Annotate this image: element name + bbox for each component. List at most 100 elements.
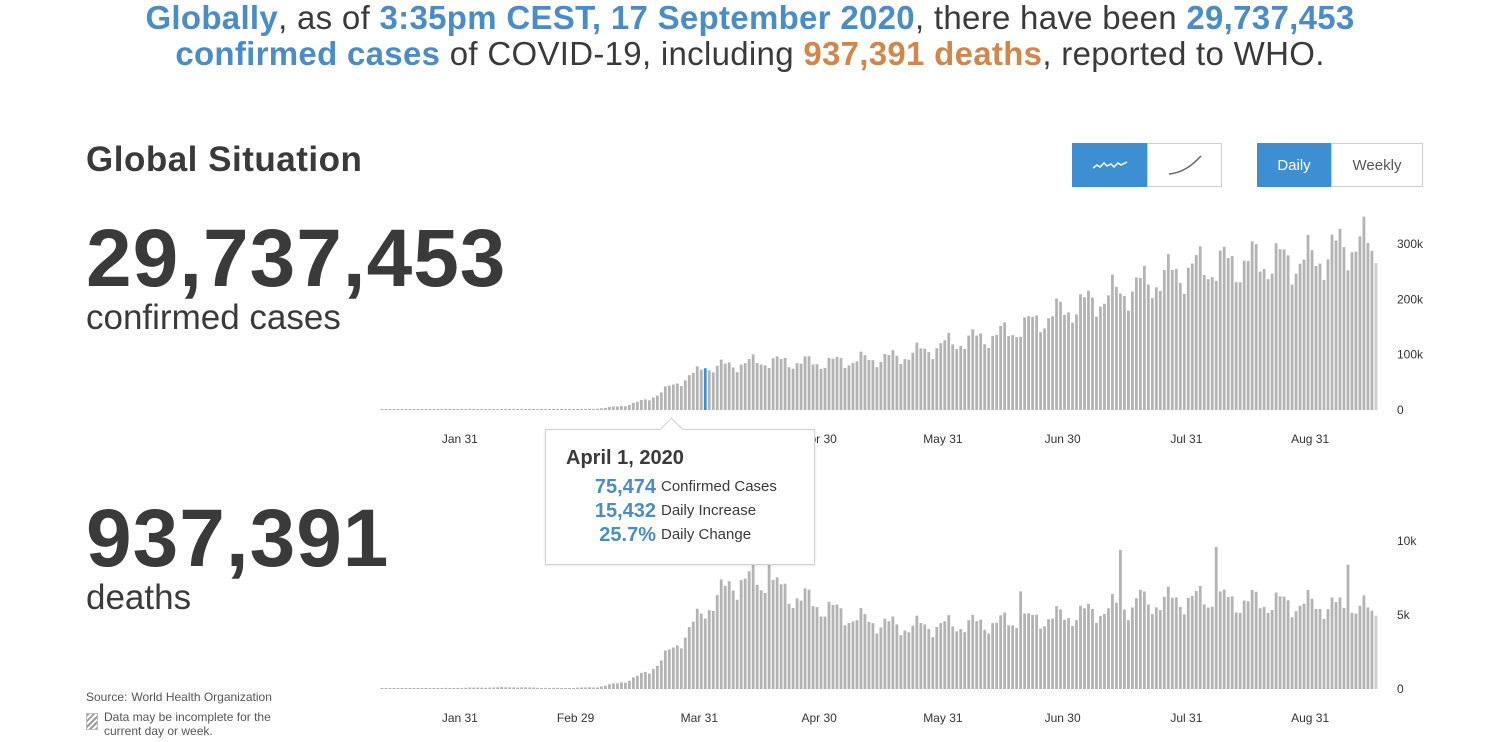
chart-bar [588,408,591,410]
cumulative-curve-button[interactable] [1147,143,1222,187]
chart-bar [628,405,631,410]
x-tick-label: Aug 31 [1291,711,1329,725]
source-label: Source: [86,690,128,704]
chart-bar [596,408,599,410]
chart-bar [1270,273,1274,410]
x-tick-label: Jul 31 [1170,711,1202,725]
chart-bar [847,623,851,689]
chart-bar [827,357,831,410]
chart-bar [819,616,823,689]
chart-bar [719,579,723,689]
chart-bar [851,362,855,410]
section-title: Global Situation [86,140,363,179]
chart-bar [755,584,759,689]
chart-bar [564,409,567,410]
chart-bar [795,363,799,410]
chart-bar [843,367,847,410]
chart-bar [987,633,991,689]
chart-bar [779,584,783,689]
chart-bar [568,409,571,410]
chart-bar [999,326,1003,410]
chart-bar [863,355,867,410]
chart-bar [1075,314,1078,410]
chart-bar [999,615,1003,689]
chart-bar [400,688,404,689]
tooltip-value: 75,474 [594,476,656,498]
chart-bar [1031,316,1034,410]
chart-bar [1095,622,1098,689]
chart-bar [1127,620,1130,689]
chart-bar [1214,280,1218,410]
chart-bar [979,619,983,689]
chart-bar [775,356,779,410]
daily-button[interactable]: Daily [1257,143,1331,187]
chart-bar [1063,619,1066,689]
chart-bar [951,344,955,410]
chart-bar [1166,586,1170,689]
chart-tooltip: April 1, 2020 75,474 Confirmed Cases 15,… [545,417,816,565]
chart-bar [440,688,444,689]
x-tick-label: Jul 31 [1170,432,1202,446]
chart-bar [1170,270,1174,410]
chart-bar [851,621,855,689]
chart-bar [723,585,727,689]
chart-bar [811,364,815,410]
chart-bar [1194,590,1198,689]
headline-deaths: 937,391 deaths [803,35,1043,72]
chart-bar [460,687,464,689]
chart-bar [747,358,751,410]
chart-bar [787,603,791,689]
chart-bar [1015,337,1019,410]
chart-bar [1079,294,1082,410]
chart-bar [536,409,539,410]
chart-bar [1099,615,1102,689]
chart-bar [1206,607,1210,689]
chart-bar [1190,263,1194,410]
chart-bar [1047,619,1050,689]
tooltip-row: 75,474 Confirmed Cases [546,476,816,500]
chart-bar [711,610,715,689]
chart-bar [795,598,799,689]
chart-bar [911,625,915,689]
x-tick-label: Apr 30 [801,711,837,725]
chart-bar [1131,291,1134,410]
chart-bar [1007,625,1011,689]
chart-bar [1134,277,1138,410]
chart-bar [1123,296,1126,410]
chart-bar [1226,258,1230,410]
daily-trend-button[interactable] [1072,143,1147,187]
chart-bar [775,577,779,689]
chart-bar [380,688,384,689]
chart-bar [715,365,719,410]
chart-bar [1123,609,1126,689]
chart-bar [655,665,659,689]
disclaimer-text: Data may be incomplete for the current d… [104,710,271,738]
weekly-button[interactable]: Weekly [1331,143,1423,187]
chart-bar [1266,612,1270,689]
chart-bar [436,409,440,410]
chart-bar [1134,598,1138,689]
cases-total: 29,737,453 [86,213,507,304]
chart-bar [839,608,843,689]
chart-bar [444,687,448,689]
chart-bar [1115,286,1118,410]
chart-bar [967,335,971,410]
chart-bar [1115,602,1118,689]
chart-bar [1286,600,1290,689]
x-tick-label: Jan 31 [442,711,478,725]
chart-bar [424,409,428,410]
chart-bar [823,616,827,689]
chart-bar [468,408,472,410]
chart-bar [1310,598,1314,689]
chart-bar [983,344,987,410]
chart-bar [1127,310,1130,410]
chart-bar [1230,596,1234,689]
x-tick-label: May 31 [923,711,963,725]
chart-bar [687,627,691,689]
chart-bar [1178,282,1182,410]
chart-bar [1103,303,1106,410]
chart-bar [448,687,452,689]
chart-bar [959,346,963,410]
chart-bar [1206,279,1210,410]
daily-trend-icon [1092,161,1127,169]
